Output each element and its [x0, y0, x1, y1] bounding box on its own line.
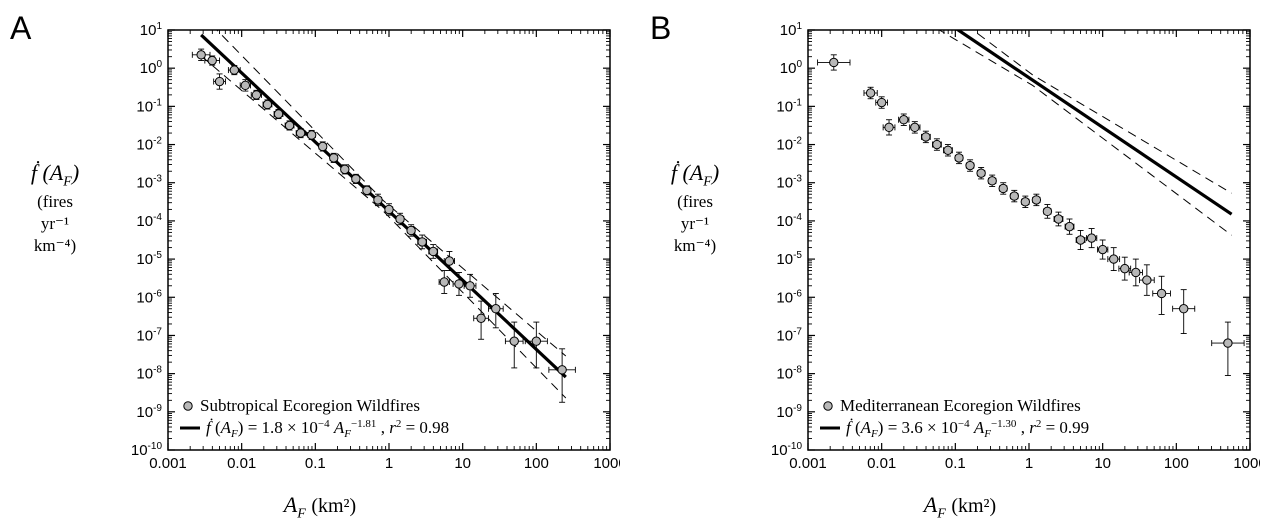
- svg-text:100: 100: [140, 59, 163, 77]
- svg-text:10-4: 10-4: [136, 212, 162, 230]
- panel-b-xlabel: AF (km²): [924, 492, 996, 522]
- svg-text:10-7: 10-7: [136, 326, 162, 344]
- panel-b-ylabel: ḟ (AF) (fires yr⁻¹ km⁻⁴): [650, 160, 740, 255]
- svg-text:100: 100: [780, 59, 803, 77]
- svg-text:ḟ (AF) = 3.6 × 10−4 AF−1.30 ,: ḟ (AF) = 3.6 × 10−4 AF−1.30 , r2 = 0.99: [846, 418, 1089, 440]
- svg-text:10-3: 10-3: [136, 174, 162, 192]
- panel-b-label: B: [650, 10, 671, 47]
- svg-text:10-7: 10-7: [776, 326, 802, 344]
- svg-text:101: 101: [140, 21, 163, 39]
- panel-a: A ḟ (AF) (fires yr⁻¹ km⁻⁴) 0.001 0.01 0.1 1…: [10, 10, 630, 522]
- svg-text:10-5: 10-5: [776, 250, 802, 268]
- panel-b: B ḟ (AF) (fires yr⁻¹ km⁻⁴) 0.001 0.01 0.1 1…: [650, 10, 1270, 522]
- svg-text:Subtropical Ecoregion Wildfire: Subtropical Ecoregion Wildfires: [200, 396, 420, 415]
- svg-text:0.01: 0.01: [227, 455, 256, 472]
- svg-text:1: 1: [385, 455, 393, 472]
- svg-text:10-4: 10-4: [776, 212, 802, 230]
- svg-text:Mediterranean Ecoregion Wildfi: Mediterranean Ecoregion Wildfires: [840, 396, 1081, 415]
- svg-text:10-8: 10-8: [136, 365, 162, 383]
- svg-text:1: 1: [1025, 455, 1033, 472]
- svg-text:10-9: 10-9: [776, 403, 802, 421]
- panel-a-ylabel: ḟ (AF) (fires yr⁻¹ km⁻⁴): [10, 160, 100, 255]
- svg-text:0.01: 0.01: [867, 455, 896, 472]
- svg-text:10: 10: [454, 455, 471, 472]
- svg-text:0.1: 0.1: [945, 455, 966, 472]
- panel-b-plot: 0.001 0.01 0.1 1 10 100 1000 101 100 10-1 10-2 10-3…: [750, 20, 1260, 490]
- svg-text:100: 100: [1164, 455, 1189, 472]
- svg-text:10: 10: [1094, 455, 1111, 472]
- svg-text:10-5: 10-5: [136, 250, 162, 268]
- figure-container: A ḟ (AF) (fires yr⁻¹ km⁻⁴) 0.001 0.01 0.1 1…: [0, 0, 1280, 532]
- panel-a-xlabel: AF (km²): [284, 492, 356, 522]
- svg-text:1000: 1000: [1233, 455, 1260, 472]
- svg-text:10-8: 10-8: [776, 365, 802, 383]
- svg-text:10-1: 10-1: [136, 97, 162, 115]
- svg-text:10-6: 10-6: [776, 288, 802, 306]
- svg-text:0.001: 0.001: [789, 455, 827, 472]
- svg-text:0.001: 0.001: [149, 455, 187, 472]
- svg-text:100: 100: [524, 455, 549, 472]
- svg-text:1000: 1000: [593, 455, 620, 472]
- panel-a-plot: 0.001 0.01 0.1 1 10 100 1000 101 100 10-1 10-2 10-3…: [110, 20, 620, 490]
- svg-text:10-6: 10-6: [136, 288, 162, 306]
- panel-a-label: A: [10, 10, 31, 47]
- svg-text:10-2: 10-2: [776, 136, 802, 154]
- svg-text:0.1: 0.1: [305, 455, 326, 472]
- svg-text:10-3: 10-3: [776, 174, 802, 192]
- svg-text:10-1: 10-1: [776, 97, 802, 115]
- svg-text:10-9: 10-9: [136, 403, 162, 421]
- svg-text:101: 101: [780, 21, 803, 39]
- svg-text:10-2: 10-2: [136, 136, 162, 154]
- svg-text:ḟ (AF) = 1.8 × 10−4 AF−1.81 ,: ḟ (AF) = 1.8 × 10−4 AF−1.81 , r2 = 0.98: [206, 418, 449, 440]
